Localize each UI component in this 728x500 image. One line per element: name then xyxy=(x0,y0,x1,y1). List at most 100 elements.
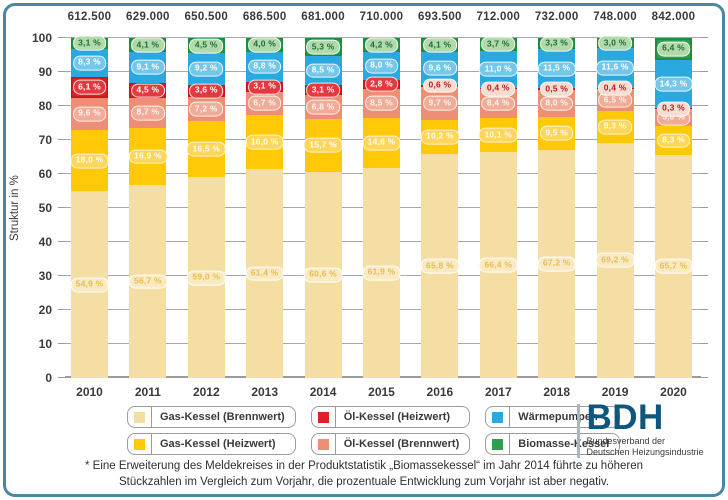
y-tick-left-20 xyxy=(58,308,65,310)
bar-2012: 59,0 % 16,5 % 7,2 % 3,6 % 9,2 % 4,5 % xyxy=(186,38,226,378)
bar-2013: 61,4 % 16,0 % 6,7 % 3,1 % 8,8 % 4,0 % xyxy=(245,37,285,378)
segment-salmon-2017: 8,4 % xyxy=(479,89,517,118)
legend-swatch-cell xyxy=(486,407,511,427)
segment-red-2019: 0,4 % xyxy=(596,80,634,96)
segment-yellow-2018: 9,5 % xyxy=(538,117,576,150)
segment-label: 8,5 % xyxy=(306,63,340,78)
y-tick-label-60: 60 xyxy=(38,167,52,181)
logo-text: BDH Bundesverband der Deutschen Heizungs… xyxy=(587,400,704,459)
y-tick-label-50: 50 xyxy=(38,201,52,215)
segment-salmon-2015: 8,5 % xyxy=(363,89,400,118)
legend-swatch-cell xyxy=(312,434,336,454)
legend-swatch-cell xyxy=(312,407,336,427)
y-tick-label-80: 80 xyxy=(38,99,52,113)
logo-subtitle: Bundesverband der Deutschen Heizungsindu… xyxy=(587,436,704,459)
total-label-2014: 681.000 xyxy=(301,11,345,23)
y-tick-left-30 xyxy=(58,274,65,276)
segment-label: 14,3 % xyxy=(654,76,693,92)
segment-blue-2013: 8,8 % xyxy=(246,51,284,82)
segment-green-2015: 4,2 % xyxy=(363,37,400,53)
segment-label: 2,8 % xyxy=(364,76,399,92)
y-tick-right-30 xyxy=(701,274,708,276)
total-label-2013: 686.500 xyxy=(242,11,287,23)
legend-item-green: Biomasse-Kessel xyxy=(485,433,621,455)
legend-swatch-cell xyxy=(128,407,152,427)
segment-label: 11,0 % xyxy=(479,61,518,77)
total-label-2019: 748.000 xyxy=(593,11,637,23)
segment-label: 4,1 % xyxy=(423,37,457,53)
bar-2010: 54,9 % 18,0 % 9,6 % 6,1 % 8,3 % 3,1 % xyxy=(70,35,109,378)
blue-swatch-icon xyxy=(492,411,504,423)
segment-label: 3,1 % xyxy=(72,35,107,51)
segment-label: 9,5 % xyxy=(539,125,574,141)
segment-blue-2012: 9,2 % xyxy=(187,53,225,85)
segment-red-2020: 0,3 % xyxy=(655,101,692,117)
segment-red-2012: 3,6 % xyxy=(187,83,225,99)
segment-label: 8,8 % xyxy=(247,59,282,75)
footnote-line1: * Eine Erweiterung des Meldekreises in d… xyxy=(84,460,643,472)
legend-item-yellow: Gas-Kessel (Heizwert) xyxy=(127,433,296,455)
segment-cream-2018: 67,2 % xyxy=(537,149,577,378)
x-tick-label-2010: 2010 xyxy=(76,385,103,399)
segment-cream-2014: 60,6 % xyxy=(303,171,343,378)
x-tick-label-2020: 2020 xyxy=(660,385,687,399)
segment-cream-2016: 65,8 % xyxy=(420,154,460,378)
legend-label: Öl-Kessel (Heizwert) xyxy=(343,410,451,423)
total-label-2017: 712.000 xyxy=(476,11,521,23)
y-tick-left-100 xyxy=(58,36,65,38)
segment-salmon-2014: 6,8 % xyxy=(304,95,342,119)
bdh-logo: BDH Bundesverband der Deutschen Heizungs… xyxy=(577,400,704,459)
segment-label: 4,5 % xyxy=(131,83,165,98)
segment-label: 65,7 % xyxy=(654,258,693,274)
x-tick-label-2018: 2018 xyxy=(543,385,571,399)
segment-label: 8,3 % xyxy=(72,55,107,71)
legend-item-salmon: Öl-Kessel (Brennwert) xyxy=(310,433,471,455)
y-tick-left-10 xyxy=(58,342,65,344)
y-tick-right-80 xyxy=(701,104,708,106)
segment-cream-2011: 56,7 % xyxy=(128,185,168,378)
segment-green-2016: 4,1 % xyxy=(421,37,459,53)
segment-label: 3,0 % xyxy=(598,35,632,51)
segment-cream-2010: 54,9 % xyxy=(70,191,109,378)
plot-area: 0 10 20 30 40 50 60 70 80 90 100 54,9 % 18,0 % 9,6 % 6… xyxy=(32,11,708,399)
y-tick-right-70 xyxy=(701,138,708,140)
segment-label: 3,1 % xyxy=(247,79,282,95)
x-tick-label-2011: 2011 xyxy=(134,385,161,399)
segment-blue-2015: 8,0 % xyxy=(363,52,400,80)
x-tick-label-2013: 2013 xyxy=(251,385,279,399)
bar-2015: 61,9 % 14,6 % 8,5 % 2,8 % 8,0 % 4,2 % xyxy=(362,37,401,378)
segment-cream-2012: 59,0 % xyxy=(186,177,226,378)
total-label-2010: 612.500 xyxy=(67,11,112,23)
cream-swatch-icon xyxy=(134,411,145,423)
footnote: * Eine Erweiterung des Meldekreises in d… xyxy=(20,459,708,490)
segment-label: 4,5 % xyxy=(189,38,224,54)
segment-yellow-2016: 10,2 % xyxy=(420,119,460,155)
segment-label: 0,3 % xyxy=(656,101,691,117)
segment-label: 8,4 % xyxy=(481,96,516,112)
segment-yellow-2017: 10,1 % xyxy=(478,117,518,153)
y-tick-label-30: 30 xyxy=(38,269,52,283)
segment-yellow-2019: 9,3 % xyxy=(596,111,634,143)
segment-label: 8,0 % xyxy=(364,58,399,74)
segment-cream-2020: 65,7 % xyxy=(654,154,693,378)
segment-label: 11,5 % xyxy=(537,61,576,77)
legend-label: Gas-Kessel (Brennwert) xyxy=(160,410,285,423)
bar-2011: 56,7 % 16,9 % 8,7 % 4,5 % 9,1 % 4,1 % xyxy=(128,37,168,378)
green-swatch-icon xyxy=(492,438,504,450)
segment-red-2015: 2,8 % xyxy=(363,76,400,92)
segment-yellow-2012: 16,5 % xyxy=(186,121,226,178)
y-tick-left-50 xyxy=(58,206,65,208)
segment-label: 69,2 % xyxy=(595,252,635,268)
segment-label: 9,6 % xyxy=(72,106,107,122)
x-tick-label-2012: 2012 xyxy=(192,385,220,399)
segment-label: 0,5 % xyxy=(539,81,574,97)
segment-red-2017: 0,4 % xyxy=(479,81,517,97)
segment-red-2011: 4,5 % xyxy=(129,82,167,99)
segment-green-2011: 4,1 % xyxy=(129,37,167,53)
segment-green-2020: 6,4 % xyxy=(655,38,692,60)
total-label-2018: 732.000 xyxy=(534,11,579,23)
segment-label: 54,9 % xyxy=(70,277,109,293)
segment-label: 6,7 % xyxy=(247,96,282,111)
bar-2018: 67,2 % 9,5 % 8,0 % 0,5 % 11,5 % 3,3 % xyxy=(537,36,577,378)
legend-label: Öl-Kessel (Brennwert) xyxy=(343,437,460,450)
